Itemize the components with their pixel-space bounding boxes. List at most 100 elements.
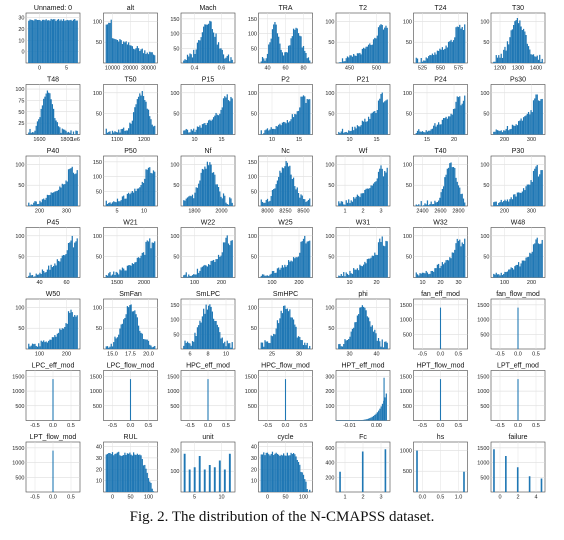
histogram-bar [147,241,150,278]
histogram-bar [286,452,288,492]
histogram-bar [208,120,210,135]
histogram-bar [503,200,505,206]
histogram-bar [382,245,385,278]
histogram-bar [457,185,460,206]
histogram-bar [190,54,192,63]
histogram-bar [508,44,510,63]
histogram-bar [264,202,266,206]
histogram-bar [452,252,455,278]
histogram-bar [146,472,148,492]
figure-caption: Fig. 2. The distribution of the N-CMAPSS… [129,509,435,525]
histogram-bar [338,131,340,135]
x-tick-label: 40 [373,352,379,358]
histogram-bar [62,19,65,64]
histogram-bar [445,260,447,278]
histogram-bar [345,58,347,63]
histogram-bar [125,454,127,492]
histogram-bar [371,185,373,206]
histogram-bar [227,204,230,206]
histogram-bar [355,196,357,206]
histogram-bar [289,165,291,206]
histogram-bar [136,46,138,63]
histogram-bar [134,454,136,492]
histogram-bar [416,274,419,278]
histogram-bar [209,304,211,349]
histogram-bar [367,44,370,63]
y-tick-label: 1500 [477,303,489,309]
histogram-bar [429,54,431,63]
histogram-bar [152,54,155,63]
histogram-bar [304,96,306,135]
histogram-bar [46,269,49,278]
histogram-bar [200,322,202,349]
histogram-bar [516,467,519,492]
histogram-bar [145,339,147,349]
histogram-bar [280,49,282,63]
histogram-bar [191,194,194,206]
histogram-bar [279,123,281,135]
histogram-bar [146,169,148,206]
histogram-bar [150,248,152,278]
histogram-bar [418,275,420,278]
y-tick-label: 20 [251,467,257,473]
histogram-bar [429,130,431,135]
histogram-bar [118,334,120,349]
histogram-bar [144,50,146,63]
y-tick-label: 100 [480,91,489,97]
panel-title: P45 [47,220,60,227]
histogram-bar [370,185,372,206]
histogram-bar [428,130,430,135]
histogram-bar [72,19,75,63]
histogram-bar [351,273,354,278]
histogram-bar [195,187,197,206]
histogram-bar [144,100,146,135]
histogram-bar [361,451,364,492]
histogram-bar [137,96,140,135]
histogram-bar [129,122,131,135]
histogram-bar [355,55,357,63]
histogram-bar [195,129,197,135]
histogram-bar [139,187,141,206]
histogram-bar [151,52,153,63]
histogram-bar [110,203,112,206]
panel-title: T50 [124,77,136,84]
histogram-bar [263,133,265,135]
histogram-bar [154,241,156,278]
histogram-bar [71,312,73,349]
histogram-bar [451,41,453,63]
x-tick-label: 15 [218,137,224,143]
histogram-bar [438,200,440,206]
histogram-bar [191,275,194,278]
y-tick-label: 200 [170,448,179,454]
histogram-bar [45,341,47,349]
x-tick-label: 50 [127,495,133,501]
histogram-bar [540,170,542,206]
histogram-bar [135,261,137,278]
histogram-bar [516,18,518,63]
histogram-bar [74,18,76,64]
histogram-bar [276,126,279,135]
histogram-bar [494,131,496,135]
histogram-bar [284,264,286,278]
histogram-bar [454,168,456,206]
panel-title: P50 [124,148,137,155]
histogram-bar [205,304,207,349]
histogram-bar [372,415,375,421]
panel-title: T24 [434,5,446,12]
panel-title: W48 [511,220,526,227]
histogram-bar [114,275,116,278]
histogram-bar [135,314,137,349]
histogram-bar [506,125,509,135]
histogram-bar [132,311,135,349]
histogram-bar [217,327,220,349]
histogram-bar [54,335,56,349]
histogram-bar [185,198,187,206]
y-tick-label: 500 [480,332,489,338]
x-tick-label: 30000 [141,66,156,72]
histogram-bar [539,100,541,135]
x-tick-label: 1800 [60,137,72,143]
histogram-bar [200,37,202,63]
